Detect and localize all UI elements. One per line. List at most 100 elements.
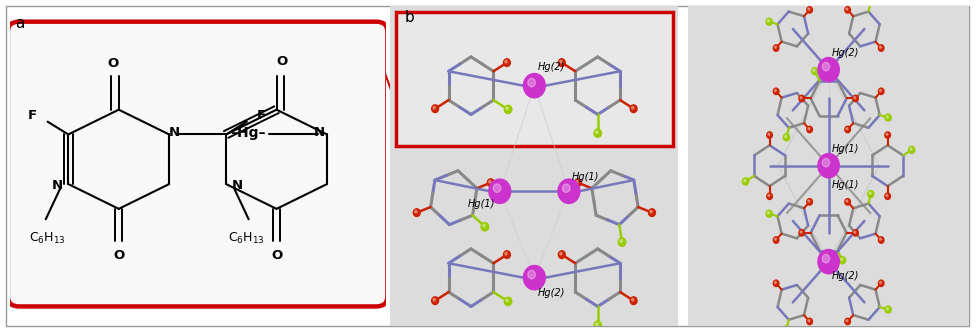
Circle shape bbox=[878, 237, 884, 243]
Circle shape bbox=[493, 184, 501, 192]
Circle shape bbox=[885, 306, 891, 313]
Circle shape bbox=[773, 88, 779, 95]
Circle shape bbox=[812, 67, 818, 74]
Circle shape bbox=[807, 318, 812, 325]
Circle shape bbox=[879, 281, 881, 284]
Circle shape bbox=[885, 114, 891, 121]
Circle shape bbox=[879, 238, 881, 240]
Circle shape bbox=[767, 132, 772, 138]
Circle shape bbox=[595, 131, 598, 134]
Circle shape bbox=[807, 126, 812, 133]
Circle shape bbox=[489, 180, 491, 183]
Text: N: N bbox=[52, 179, 62, 192]
Circle shape bbox=[767, 20, 769, 22]
Circle shape bbox=[523, 266, 546, 290]
Circle shape bbox=[631, 107, 634, 109]
Circle shape bbox=[504, 251, 510, 259]
FancyBboxPatch shape bbox=[8, 22, 387, 307]
Text: a: a bbox=[16, 16, 24, 31]
Circle shape bbox=[854, 97, 856, 99]
Circle shape bbox=[768, 194, 770, 197]
Circle shape bbox=[845, 7, 850, 13]
Circle shape bbox=[594, 321, 601, 329]
Circle shape bbox=[773, 280, 779, 287]
Circle shape bbox=[839, 257, 845, 264]
Circle shape bbox=[766, 210, 772, 217]
Circle shape bbox=[620, 239, 623, 242]
Circle shape bbox=[766, 18, 772, 25]
Circle shape bbox=[774, 281, 776, 284]
Text: Hg(2): Hg(2) bbox=[537, 62, 564, 72]
Circle shape bbox=[799, 95, 804, 102]
Circle shape bbox=[631, 298, 634, 301]
Circle shape bbox=[431, 105, 438, 113]
Circle shape bbox=[576, 180, 579, 183]
Circle shape bbox=[618, 238, 626, 246]
Circle shape bbox=[822, 158, 830, 167]
Text: O: O bbox=[271, 249, 282, 262]
Circle shape bbox=[489, 179, 510, 203]
Circle shape bbox=[784, 134, 790, 141]
Text: O: O bbox=[107, 57, 119, 70]
Text: Hg(1): Hg(1) bbox=[468, 199, 496, 209]
Circle shape bbox=[818, 57, 839, 82]
Circle shape bbox=[885, 132, 890, 138]
Circle shape bbox=[594, 129, 601, 137]
Circle shape bbox=[808, 8, 810, 10]
Circle shape bbox=[808, 128, 810, 130]
Circle shape bbox=[799, 230, 804, 236]
Circle shape bbox=[774, 46, 776, 48]
Circle shape bbox=[431, 297, 438, 305]
Circle shape bbox=[813, 69, 815, 71]
Circle shape bbox=[886, 308, 888, 310]
Circle shape bbox=[846, 128, 848, 130]
Circle shape bbox=[822, 255, 830, 263]
Circle shape bbox=[886, 194, 888, 197]
Circle shape bbox=[853, 230, 858, 236]
Circle shape bbox=[909, 146, 915, 153]
Circle shape bbox=[785, 327, 787, 330]
Text: Hg(2): Hg(2) bbox=[832, 271, 859, 281]
Circle shape bbox=[885, 193, 890, 199]
Circle shape bbox=[846, 200, 848, 202]
Circle shape bbox=[808, 320, 810, 322]
Circle shape bbox=[744, 179, 746, 182]
Circle shape bbox=[575, 179, 582, 186]
Text: Hg(1): Hg(1) bbox=[832, 180, 859, 190]
Circle shape bbox=[879, 46, 881, 48]
Text: –Hg–: –Hg– bbox=[230, 126, 265, 140]
Circle shape bbox=[648, 209, 656, 216]
Circle shape bbox=[869, 192, 871, 194]
Circle shape bbox=[523, 73, 546, 98]
Circle shape bbox=[487, 179, 494, 186]
Circle shape bbox=[505, 252, 508, 255]
Circle shape bbox=[415, 210, 417, 213]
Circle shape bbox=[869, 0, 871, 2]
Circle shape bbox=[878, 45, 884, 51]
Circle shape bbox=[630, 297, 637, 305]
Circle shape bbox=[773, 45, 779, 51]
Circle shape bbox=[878, 280, 884, 287]
Circle shape bbox=[774, 238, 776, 240]
Text: N: N bbox=[314, 126, 325, 139]
Text: $\mathsf{C_6H_{13}}$: $\mathsf{C_6H_{13}}$ bbox=[29, 231, 66, 246]
Circle shape bbox=[846, 8, 848, 10]
Text: Hg(1): Hg(1) bbox=[832, 145, 859, 154]
Circle shape bbox=[558, 179, 580, 203]
Circle shape bbox=[743, 178, 749, 185]
Text: N: N bbox=[169, 126, 181, 139]
Circle shape bbox=[773, 237, 779, 243]
Circle shape bbox=[845, 318, 850, 325]
Text: Hg(1): Hg(1) bbox=[572, 172, 599, 182]
Circle shape bbox=[558, 59, 565, 66]
Circle shape bbox=[559, 252, 562, 255]
Circle shape bbox=[854, 231, 856, 233]
Text: O: O bbox=[113, 249, 124, 262]
Circle shape bbox=[506, 299, 508, 302]
Circle shape bbox=[630, 105, 637, 113]
Circle shape bbox=[528, 78, 536, 87]
Text: Hg(2): Hg(2) bbox=[537, 289, 564, 299]
Circle shape bbox=[559, 60, 562, 63]
Circle shape bbox=[800, 231, 802, 233]
Text: O: O bbox=[276, 55, 288, 68]
